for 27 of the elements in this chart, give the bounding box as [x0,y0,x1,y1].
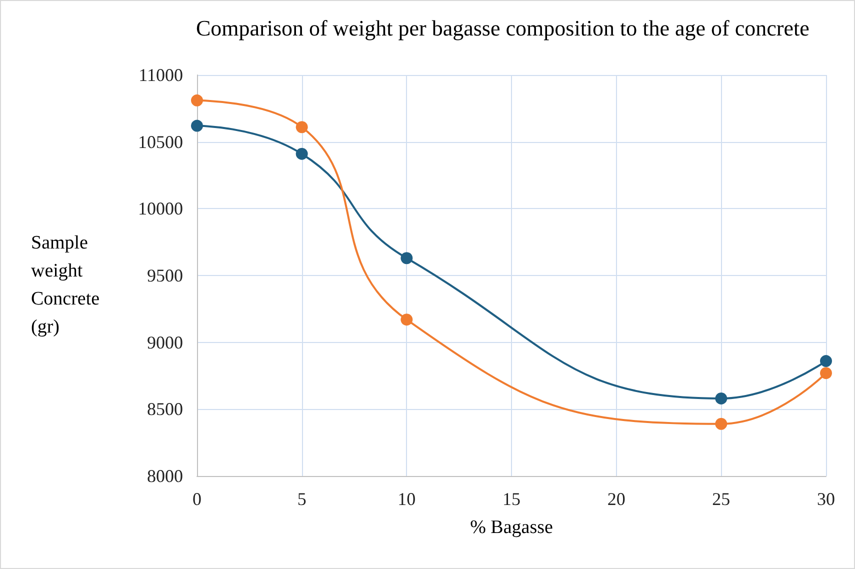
x-tick-label: 10 [398,489,416,509]
x-tick-label: 30 [817,489,835,509]
x-tick-label: 15 [502,489,520,509]
y-tick-label: 10500 [138,132,183,152]
y-tick-label: 11000 [138,65,183,85]
y-tick-label: 9500 [147,266,183,286]
point [400,314,413,326]
x-tick-label: 25 [712,489,730,509]
point [715,392,728,404]
chart-title: Comparison of weight per bagasse composition to the age of concrete [196,16,810,40]
y-axis-title: Sample weight Concrete (gr) [31,232,104,338]
x-tick-label: 5 [297,489,306,509]
y-tick-label: 9000 [147,332,183,352]
x-tick-label: 0 [192,489,202,509]
point [400,252,413,264]
point [715,418,728,430]
y-tick-label: 10000 [138,198,183,219]
point [296,121,308,134]
point [191,120,203,132]
point [191,94,203,106]
y-tick-label: 8000 [147,466,183,486]
x-tick-label: 20 [607,489,626,509]
y-tick-label: 8500 [147,399,183,420]
point [296,148,308,160]
point [820,355,832,368]
x-axis-title: % Bagasse [470,517,553,538]
point [820,367,832,380]
